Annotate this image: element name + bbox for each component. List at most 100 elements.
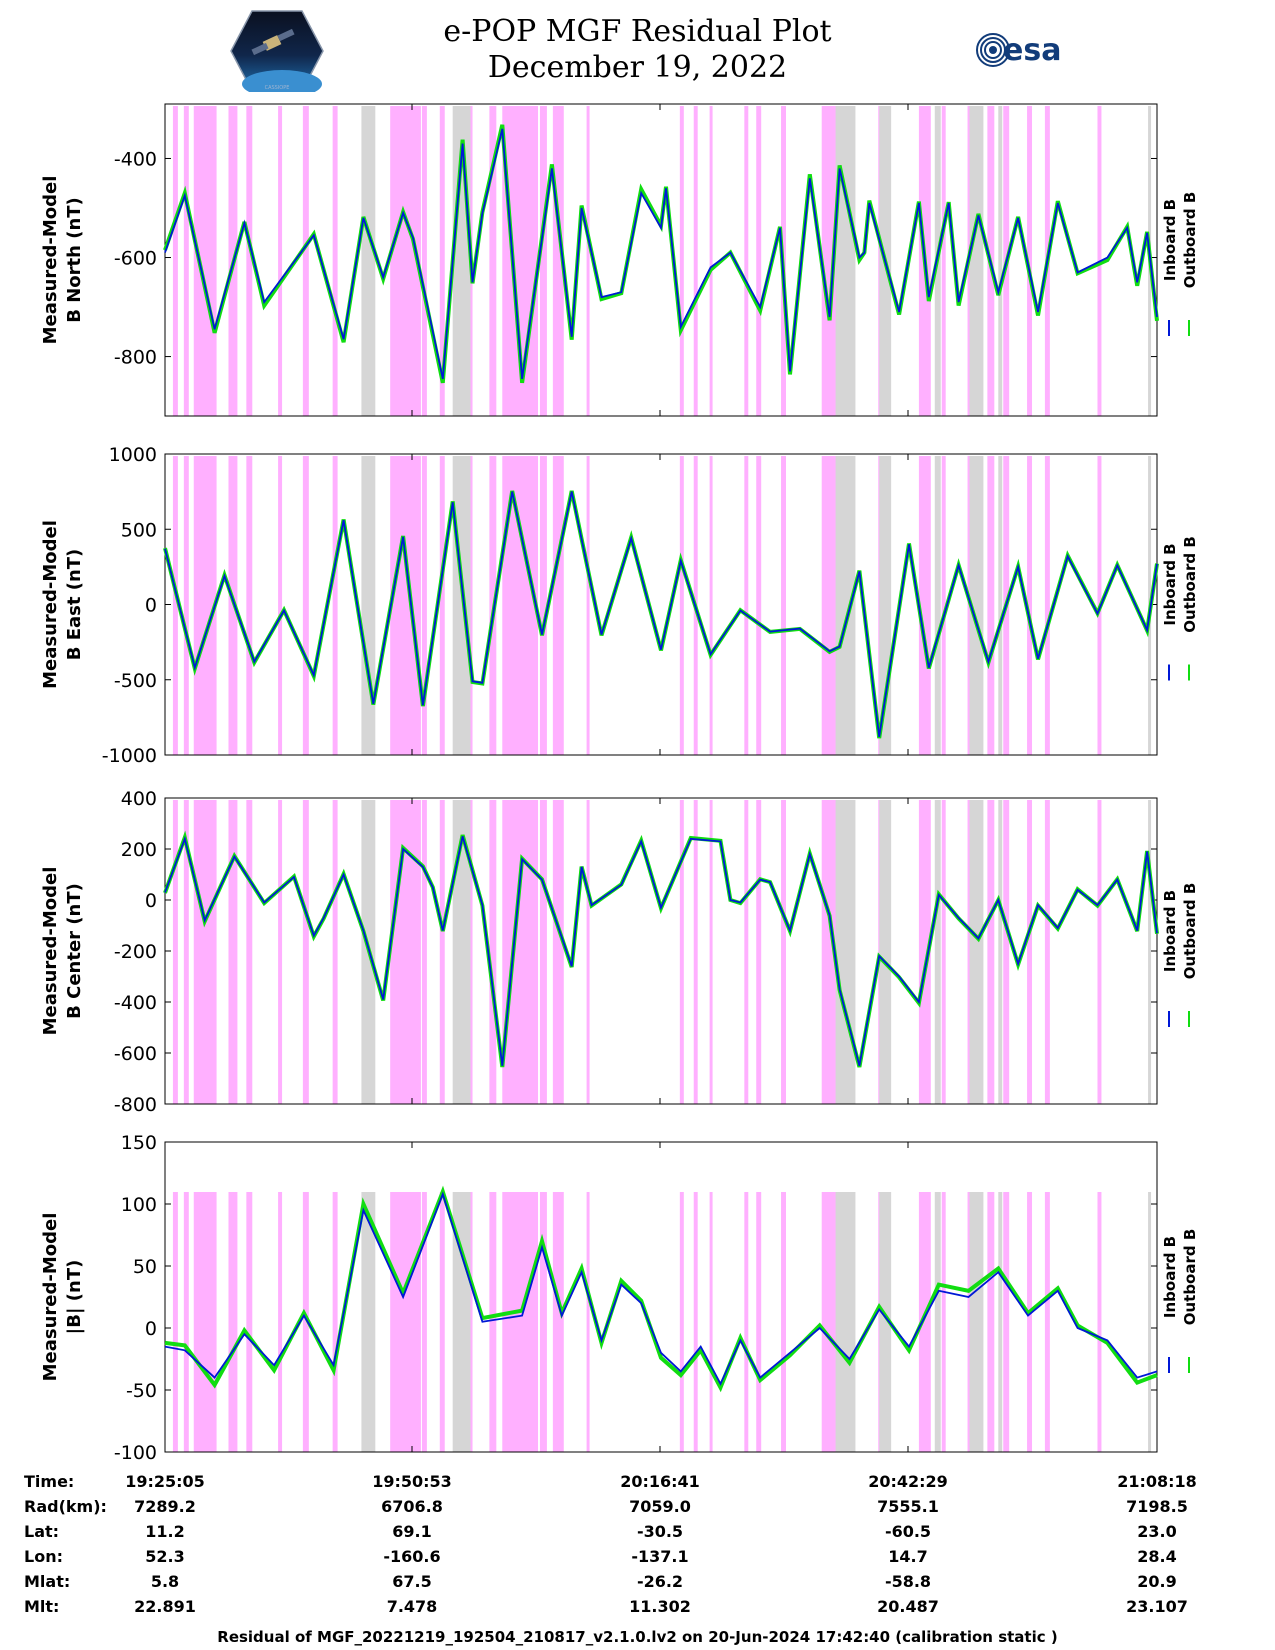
y-axis-label-line2: B Center (nT)	[64, 883, 85, 1019]
esa-logo-text: esa	[1003, 33, 1061, 68]
cassiope-logo: CASSIOPE	[230, 10, 324, 98]
orbit-info-label: Lat:	[24, 1522, 60, 1541]
legend-outboard: Outboard B	[1181, 192, 1199, 289]
orbit-info-value: 14.7	[888, 1547, 928, 1566]
flag-band-pink	[332, 800, 338, 1104]
flag-band-pink	[278, 1192, 283, 1452]
flag-band-gray	[934, 456, 941, 755]
orbit-info-value: 11.2	[145, 1522, 185, 1541]
flag-band-pink	[1027, 456, 1033, 755]
flag-band-pink	[183, 1192, 189, 1452]
y-axis-label-line1: Measured-Model	[40, 867, 61, 1036]
y-tick-label: 0	[145, 890, 157, 912]
flag-band-pink	[941, 106, 946, 416]
flag-band-pink	[302, 1192, 309, 1452]
orbit-info-value: 5.8	[150, 1572, 180, 1591]
series-line-inboard	[164, 128, 1158, 380]
panel-4: 150 100 50 0 -50 -100 Measured-Model |B| (nT) In…	[40, 1132, 1199, 1464]
orbit-info-value: 7198.5	[1126, 1497, 1188, 1516]
flag-band-pink	[278, 106, 283, 416]
flag-band-pink	[193, 800, 217, 1104]
orbit-info-value: -26.2	[636, 1572, 684, 1591]
flag-band-pink	[183, 456, 189, 755]
y-tick-label: -800	[114, 347, 157, 369]
y-tick-label: -200	[114, 941, 157, 963]
y-tick-label: -400	[114, 148, 157, 170]
orbit-info-label: Rad(km):	[24, 1497, 107, 1516]
flag-band-pink	[302, 456, 309, 755]
flag-band-gray	[835, 106, 856, 416]
flag-band-gray	[452, 456, 471, 755]
flag-band-pink	[183, 800, 189, 1104]
orbit-info-value: 23.107	[1126, 1597, 1188, 1616]
flag-band-pink	[918, 800, 931, 1104]
title-line-1: e-POP MGF Residual Plot	[443, 14, 832, 49]
plot-frame	[164, 103, 1158, 417]
legend-inboard: Inboard B	[1161, 1236, 1179, 1318]
flag-band-pink	[756, 456, 762, 755]
flag-band-pink	[756, 106, 762, 416]
flag-band-pink	[246, 800, 253, 1104]
y-tick-label: 200	[121, 839, 157, 861]
flag-band-pink	[744, 800, 749, 1104]
flag-band-gray	[361, 456, 376, 755]
orbit-info-value: 20:42:29	[868, 1472, 948, 1491]
orbit-info-value: 52.3	[145, 1547, 185, 1566]
flag-band-gray	[452, 800, 471, 1104]
flag-band-pink	[502, 456, 538, 755]
flag-band-gray	[969, 456, 984, 755]
flag-band-gray	[998, 456, 1003, 755]
orbit-info-value: 19:50:53	[372, 1472, 452, 1491]
flag-band-gray	[998, 1192, 1003, 1452]
flag-band-pink	[709, 800, 713, 1104]
flag-band-pink	[744, 106, 749, 416]
flag-band-pink	[1027, 1192, 1033, 1452]
orbit-info-value: 7289.2	[134, 1497, 196, 1516]
flag-band-pink	[941, 456, 946, 755]
flag-band-pink	[1097, 1192, 1102, 1452]
orbit-info-value: 7555.1	[877, 1497, 939, 1516]
orbit-info-value: -30.5	[636, 1522, 684, 1541]
panel-2: 1000 500 0 -500 -1000 Measured-Model B East (n…	[40, 444, 1199, 767]
flag-band-pink	[552, 1192, 564, 1452]
orbit-info-value: -160.6	[383, 1547, 441, 1566]
flag-band-gray	[934, 1192, 941, 1452]
flag-band-pink	[489, 800, 497, 1104]
flag-band-pink	[421, 800, 427, 1104]
flag-band-gray	[879, 800, 892, 1104]
flag-band-pink	[502, 800, 538, 1104]
orbit-info-value: 7.478	[386, 1597, 438, 1616]
flag-band-pink	[941, 800, 946, 1104]
flag-band-pink	[302, 800, 309, 1104]
y-tick-label: 500	[121, 519, 157, 541]
y-axis-label-line2: B East (nT)	[64, 549, 85, 661]
footer-note: Residual of MGF_20221219_192504_210817_v…	[217, 1628, 1058, 1646]
flag-band-pink	[586, 106, 590, 416]
flag-band-pink	[246, 456, 253, 755]
flag-band-pink	[679, 106, 684, 416]
flag-band-pink	[1027, 106, 1033, 416]
flag-band-gray	[969, 1192, 984, 1452]
flag-band-pink	[502, 1192, 538, 1452]
flag-band-pink	[709, 106, 713, 416]
flag-band-pink	[1003, 1192, 1010, 1452]
flag-band-pink	[987, 1192, 995, 1452]
flag-band-pink	[781, 1192, 786, 1452]
orbit-info-value: 67.5	[392, 1572, 432, 1591]
flag-band-pink	[586, 456, 590, 755]
flag-band-pink	[489, 106, 497, 416]
flag-band-pink	[1044, 456, 1050, 755]
orbit-info-value: 20.9	[1137, 1572, 1177, 1591]
flag-band-pink	[1044, 800, 1050, 1104]
flag-band-gray	[835, 1192, 856, 1452]
flag-band-pink	[539, 1192, 547, 1452]
orbit-info-value: 7059.0	[629, 1497, 691, 1516]
title-line-2: December 19, 2022	[487, 50, 788, 85]
flag-band-gray	[1148, 1192, 1152, 1452]
flag-band-pink	[679, 1192, 684, 1452]
flag-band-pink	[756, 1192, 762, 1452]
y-axis-label-line1: Measured-Model	[40, 520, 61, 689]
y-tick-label: -50	[126, 1380, 157, 1402]
flag-band-gray	[879, 456, 892, 755]
flag-band-pink	[172, 800, 178, 1104]
